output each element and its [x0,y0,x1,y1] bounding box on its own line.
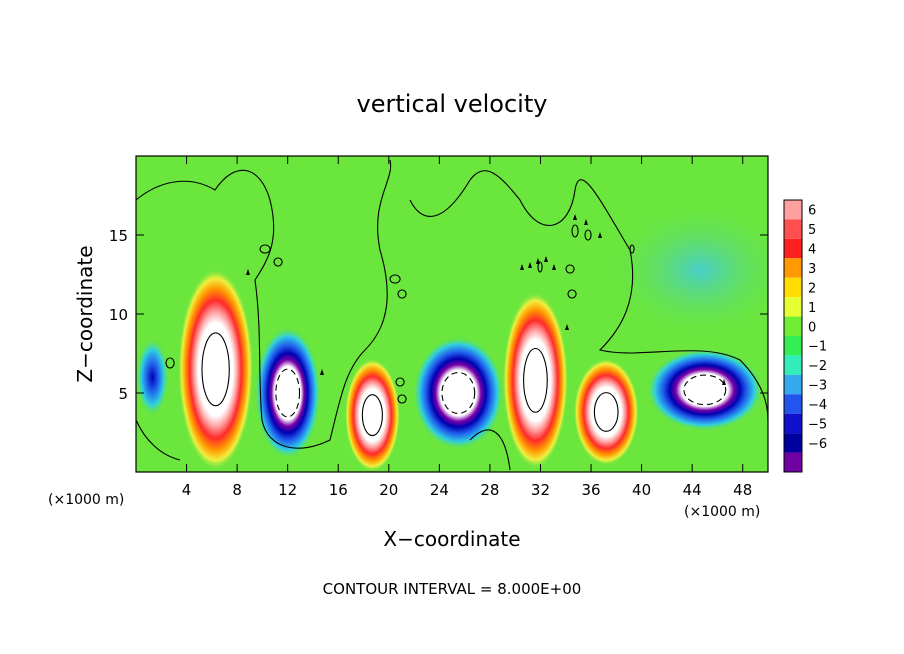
y-tick-label: 15 [109,227,128,245]
colorbar-label: −3 [808,379,827,394]
colorbar-swatch [784,277,802,298]
downdraft-cell-8 [136,337,169,417]
colorbar: 6 5 4 3 2 1 0 −1 −2 −3 −4 −5 −6 [783,199,827,473]
y-tick-label: 10 [109,306,128,324]
colorbar-label: 5 [808,223,816,238]
colorbar-swatch [784,297,802,317]
updraft-core-contour-6 [593,392,619,432]
colorbar-label: 6 [808,204,816,219]
updraft-core-contour-5 [523,347,548,413]
colorbar-swatch [784,316,802,336]
colorbar-swatch [784,413,802,434]
updraft-core-contour-1 [201,332,230,407]
colorbar-label: −1 [808,340,827,355]
colorbar-label: 0 [808,320,816,335]
x-tick-label: 32 [531,481,550,499]
downdraft-core-contour-7 [683,374,727,406]
colorbar-label: 4 [808,243,816,258]
chart-title: vertical velocity [357,90,548,118]
downdraft-cell-7 [646,348,763,431]
colorbar-label: −6 [808,437,827,452]
colorbar-swatch [784,238,802,259]
y-tick-label: 5 [118,385,128,403]
x-tick-label: 24 [430,481,449,499]
contour-interval-note: CONTOUR INTERVAL = 8.000E+00 [323,580,582,598]
small-contour-loops [165,224,635,404]
upper-right-cyan-region [605,200,768,340]
x-tick-label: 20 [379,481,398,499]
colorbar-swatch [784,433,802,453]
colorbar-label: −2 [808,359,827,374]
colorbar-swatch [784,219,802,239]
colorbar-swatch [784,336,802,356]
downdraft-cell-4 [412,336,504,450]
x-tick-label: 36 [581,481,600,499]
colorbar-swatch [784,355,802,375]
x-tick-label: 40 [632,481,651,499]
colorbar-frame [783,199,803,473]
downdraft-core-contour-2 [275,368,301,418]
colorbar-swatch [784,258,802,278]
x-tick-label: 8 [232,481,242,499]
updraft-cell-6 [573,358,640,466]
updraft-cell-5 [502,291,569,469]
colorbar-swatch [784,374,802,395]
zero-contour-line [136,159,768,471]
colorbar-label: 2 [808,281,816,296]
updraft-cell-3 [344,358,401,472]
x-tick-label: 48 [733,481,752,499]
colorbar-label: 3 [808,262,816,277]
x-unit-right: (×1000 m) [684,504,760,520]
colorbar-label: 1 [808,301,816,316]
x-axis-ticks: 4 8 12 16 20 24 28 32 36 40 44 48 [182,156,752,499]
colorbar-label: −5 [808,417,827,432]
x-tick-label: 44 [683,481,702,499]
updraft-core-contour-3 [361,394,383,437]
plot-area [136,156,768,472]
colorbar-swatch [784,200,802,220]
updraft-cell-1 [177,268,254,471]
x-tick-label: 16 [329,481,348,499]
colorbar-swatch [784,394,802,414]
velocity-features [136,268,763,472]
colorbar-swatch [784,452,802,472]
x-unit-left: (×1000 m) [48,492,124,508]
x-tick-label: 28 [480,481,499,499]
downdraft-core-contour-4 [441,371,476,415]
colorbar-label: −4 [808,398,827,413]
y-axis-label: Z−coordinate [73,245,97,382]
downdraft-cell-2 [254,326,321,460]
x-tick-label: 4 [182,481,192,499]
x-axis-label: X−coordinate [383,527,520,551]
y-axis-ticks: 5 10 15 [109,227,768,403]
x-tick-label: 12 [278,481,297,499]
